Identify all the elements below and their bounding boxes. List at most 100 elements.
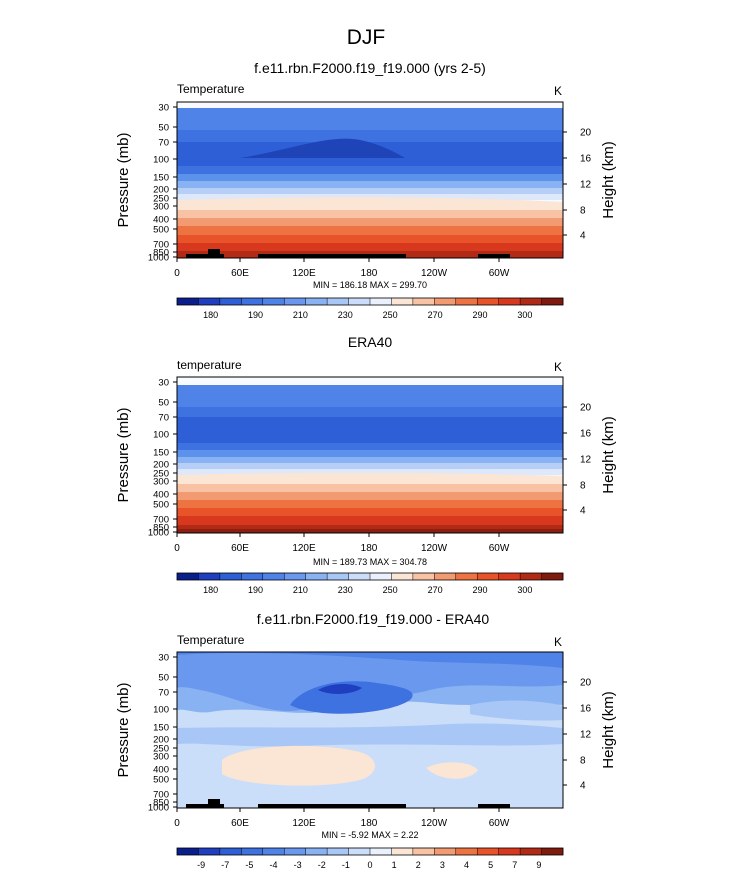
pressure-tick-label: 850	[153, 523, 169, 534]
panel-2-title: ERA40	[348, 334, 393, 350]
panel-1-band	[177, 130, 563, 142]
panel-1-band	[177, 226, 563, 235]
colorbar-label: 0	[367, 860, 372, 870]
colorbar-label: 270	[428, 310, 443, 320]
x-tick-label: 120W	[421, 818, 448, 829]
colorbar-label: 270	[428, 585, 443, 595]
panel-3-topography	[186, 799, 510, 808]
pressure-tick-label: 500	[153, 225, 169, 236]
pressure-tick-label: 400	[153, 490, 169, 501]
pressure-tick-label: 700	[153, 240, 169, 251]
colorbar-swatch	[370, 848, 392, 855]
colorbar-label: 210	[293, 585, 308, 595]
panel-1-variable-label: Temperature	[177, 82, 245, 96]
pressure-tick-label: 100	[153, 430, 169, 441]
panel-2-band	[177, 407, 563, 417]
pressure-tick-label: 400	[153, 765, 169, 776]
pressure-tick-label: 300	[153, 752, 169, 763]
pressure-tick-label: 1000	[148, 803, 169, 814]
pressure-tick-label: 100	[153, 155, 169, 166]
panel-2-band	[177, 508, 563, 516]
pressure-tick-label: 250	[153, 744, 169, 755]
colorbar-label: 290	[472, 585, 487, 595]
colorbar-label: -4	[269, 860, 277, 870]
colorbar-swatch	[262, 848, 285, 855]
pressure-tick-label: 30	[158, 653, 169, 664]
x-tick-label: 60W	[489, 543, 510, 554]
panel-3-region	[426, 762, 478, 779]
colorbar-swatch	[477, 298, 499, 305]
colorbar-swatch	[284, 298, 306, 305]
height-tick-label: 16	[580, 429, 592, 440]
pressure-tick-label: 200	[153, 185, 169, 196]
colorbar-swatch	[348, 298, 371, 305]
colorbar-label: 190	[248, 585, 263, 595]
colorbar-swatch	[327, 298, 349, 305]
pressure-tick-label: 30	[158, 378, 169, 389]
colorbar-swatch	[412, 848, 435, 855]
colorbar-swatch	[498, 573, 521, 580]
panel-3-region	[318, 684, 362, 694]
panel-1-band	[177, 188, 563, 194]
height-tick-label: 12	[580, 180, 592, 191]
height-tick-label: 4	[580, 506, 586, 517]
colorbar-swatch	[434, 573, 457, 580]
height-tick-label: 12	[580, 730, 592, 741]
colorbar-swatch	[348, 573, 371, 580]
x-tick-label: 60W	[489, 818, 510, 829]
pressure-tick-label: 850	[153, 248, 169, 259]
pressure-tick-label: 1000	[148, 528, 169, 539]
panel-2-ylabel: Pressure (mb)	[115, 407, 132, 502]
colorbar-label: -2	[318, 860, 326, 870]
pressure-tick-label: 70	[158, 413, 169, 424]
colorbar-label: 180	[203, 310, 218, 320]
colorbar-label: 180	[203, 585, 218, 595]
panel-2-band	[177, 385, 563, 407]
colorbar-swatch	[477, 848, 499, 855]
panel-1-title: f.e11.rbn.F2000.f19_f19.000 (yrs 2-5)	[254, 60, 486, 76]
colorbar-label: 210	[293, 310, 308, 320]
pressure-tick-label: 150	[153, 173, 169, 184]
colorbar-swatch	[177, 298, 199, 305]
panel-1-cold-minimum	[240, 138, 405, 158]
pressure-tick-label: 150	[153, 448, 169, 459]
page-title: DJF	[347, 26, 386, 49]
colorbar-swatch	[262, 573, 285, 580]
pressure-tick-label: 70	[158, 138, 169, 149]
panel-1: f.e11.rbn.F2000.f19_f19.000 (yrs 2-5) Te…	[115, 60, 617, 320]
panel-1-band	[177, 174, 563, 181]
height-tick-label: 16	[580, 704, 592, 715]
panel-3-min-max: MIN = -5.92 MAX = 2.22	[321, 830, 418, 840]
colorbar-swatch	[520, 848, 542, 855]
x-tick-label: 60E	[231, 268, 249, 279]
panel-1-ylabel: Pressure (mb)	[115, 132, 132, 227]
colorbar-swatch	[434, 298, 457, 305]
colorbar-label: 250	[383, 310, 398, 320]
pressure-tick-label: 50	[158, 673, 169, 684]
x-tick-label: 120E	[292, 543, 316, 554]
pressure-tick-label: 150	[153, 723, 169, 734]
panel-2-band	[177, 450, 563, 457]
pressure-tick-label: 50	[158, 398, 169, 409]
x-tick-label: 0	[174, 268, 180, 279]
panel-3-region	[177, 652, 563, 712]
panel-2-band	[177, 484, 563, 492]
colorbar-swatch	[498, 848, 521, 855]
panel-3-plot-area	[177, 652, 563, 808]
panel-2-band	[177, 457, 563, 463]
pressure-tick-label: 200	[153, 460, 169, 471]
colorbar-swatch	[241, 298, 264, 305]
panel-1-band	[177, 210, 563, 218]
colorbar-label: 7	[512, 860, 517, 870]
colorbar-swatch	[305, 573, 328, 580]
panel-3-region	[222, 745, 375, 786]
colorbar-label: -7	[221, 860, 229, 870]
panel-2-band	[177, 463, 563, 469]
colorbar-label: -5	[245, 860, 253, 870]
pressure-tick-label: 200	[153, 735, 169, 746]
colorbar-swatch	[198, 298, 221, 305]
colorbar-swatch	[498, 298, 521, 305]
panel-1-band	[177, 197, 563, 210]
colorbar-swatch	[262, 298, 285, 305]
